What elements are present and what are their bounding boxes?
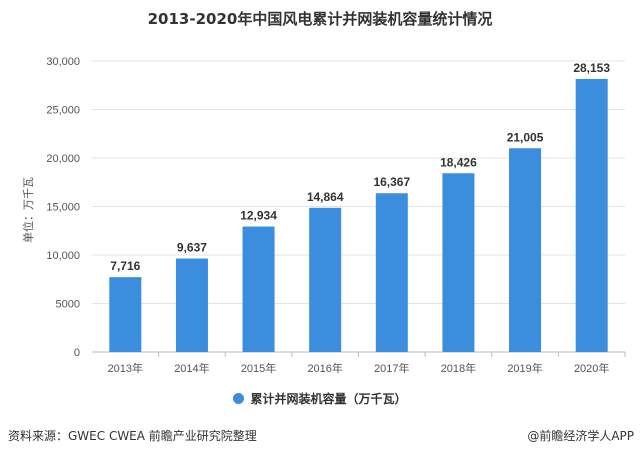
data-label: 12,934 [240,209,277,223]
source-note: 资料来源：GWEC CWEA 前瞻产业研究院整理 [8,429,257,443]
legend-label: 累计并网装机容量（万千瓦） [250,392,407,406]
bar [309,207,342,352]
data-label: 14,864 [307,190,344,204]
x-tick-label: 2016年 [307,361,342,375]
x-tick-label: 2019年 [507,361,542,375]
x-tick-label: 2017年 [374,361,409,375]
data-label: 9,637 [177,241,207,255]
bar [575,78,608,353]
bar [509,148,542,352]
bar [442,173,475,352]
data-label: 21,005 [507,130,544,144]
data-label: 16,367 [373,175,410,189]
y-tick-label: 30,000 [46,56,80,68]
y-tick-label: 0 [74,347,80,359]
x-tick-label: 2014年 [174,361,209,375]
bar [109,277,142,352]
bar [242,226,275,352]
y-tick-label: 20,000 [46,153,80,165]
legend: 累计并网装机容量（万千瓦） [0,390,640,407]
x-tick-label: 2015年 [241,361,276,375]
data-label: 18,426 [440,155,477,169]
legend-marker [233,393,245,404]
bar [375,193,408,352]
credit-note: @前瞻经济学人APP [527,429,634,443]
y-tick-label: 10,000 [46,250,80,262]
y-tick-label: 5000 [56,299,80,311]
x-tick-label: 2020年 [574,361,609,375]
data-label: 7,716 [110,259,140,273]
y-tick-label: 15,000 [46,202,80,214]
y-tick-label: 25,000 [46,105,80,117]
data-label: 28,153 [573,61,610,75]
bar [175,258,208,352]
x-tick-label: 2013年 [108,361,143,375]
chart-title: 2013-2020年中国风电累计并网装机容量统计情况 [147,10,493,28]
x-tick-label: 2018年 [441,361,476,375]
